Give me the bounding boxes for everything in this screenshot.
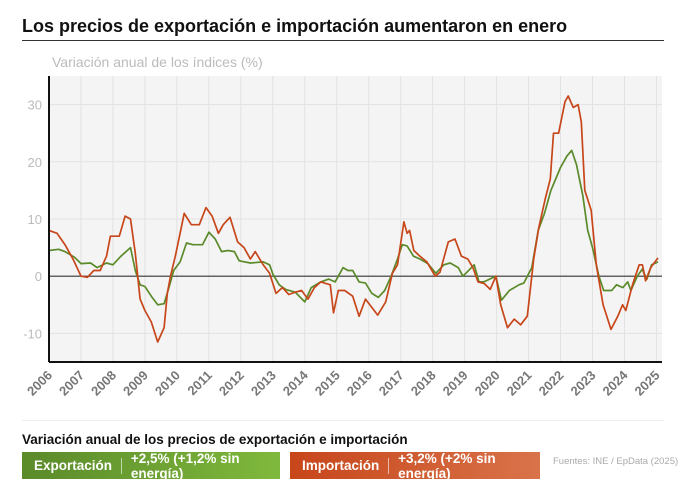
legend-export-value: +2,5% (+1,2% sin energía) [130, 450, 240, 481]
series-line-exportacin [48, 149, 659, 306]
x-tick-label: 2008 [88, 368, 119, 399]
x-tick-label: 2013 [248, 368, 279, 399]
chart-title: Los precios de exportación e importación… [22, 16, 568, 36]
legend-import-label: Importación [302, 458, 380, 473]
x-tick-label: 2007 [56, 368, 87, 399]
legend-divider [121, 457, 122, 474]
title-rule [22, 40, 664, 41]
x-tick-label: 2014 [280, 367, 312, 399]
chart-subtitle: Variación anual de los índices (%) [52, 54, 263, 70]
x-tick-label: 2019 [440, 368, 471, 399]
y-tick-label: 10 [28, 212, 42, 227]
x-tick-label: 2023 [568, 368, 599, 399]
x-tick-label: 2017 [376, 368, 407, 399]
legend-title: Variación anual de los precios de export… [22, 432, 408, 447]
x-tick-label: 2006 [24, 368, 55, 399]
series-line-importacin [48, 95, 659, 343]
x-tick-label: 2021 [504, 368, 535, 399]
x-tick-label: 2015 [312, 368, 343, 399]
x-tick-label: 2024 [600, 367, 632, 399]
x-tick-label: 2011 [184, 368, 215, 399]
x-tick-label: 2022 [536, 368, 567, 399]
legend-export: Exportación +2,5% (+1,2% sin energía) [22, 450, 280, 481]
legend-divider [388, 457, 390, 474]
y-tick-label: -10 [23, 326, 42, 341]
x-tick-label: 2010 [152, 368, 183, 399]
y-tick-label: 30 [28, 98, 42, 113]
x-tick-label: 2018 [408, 368, 439, 399]
y-tick-label: 20 [28, 155, 42, 170]
y-tick-label: 0 [35, 269, 42, 284]
x-tick-label: 2020 [472, 368, 503, 399]
x-tick-label: 2016 [344, 368, 375, 399]
x-tick-label: 2009 [120, 368, 151, 399]
legend-export-label: Exportación [34, 458, 113, 473]
line-chart: 2006 2007 2008 2009 2010 2011 2012 2013 2014 2015… [23, 76, 663, 399]
x-tick-label: 2012 [216, 368, 247, 399]
legend-import-value: +3,2% (+2% sin energía) [398, 450, 496, 481]
divider [22, 420, 664, 421]
source-note: Fuentes: INE / EpData (2025) [553, 456, 679, 467]
x-tick-label: 2025 [632, 368, 663, 399]
legend-import: Importación +3,2% (+2% sin energía) [290, 450, 540, 481]
